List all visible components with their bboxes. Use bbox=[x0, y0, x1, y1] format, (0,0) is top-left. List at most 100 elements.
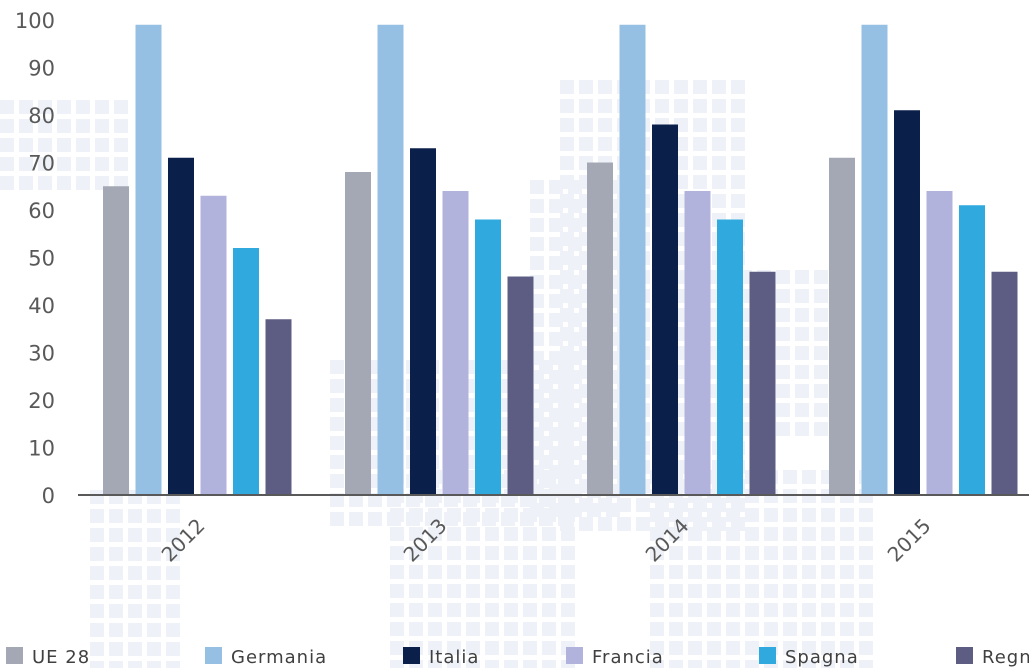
bg-square bbox=[840, 546, 854, 560]
bg-square bbox=[579, 517, 593, 531]
bg-square bbox=[428, 527, 442, 541]
bg-square bbox=[38, 100, 52, 114]
bg-square bbox=[530, 180, 544, 194]
bg-square bbox=[840, 622, 854, 636]
bg-square bbox=[726, 565, 740, 579]
bg-square bbox=[764, 603, 778, 617]
bg-square bbox=[712, 194, 726, 208]
bg-square bbox=[109, 604, 123, 618]
bar bbox=[749, 271, 776, 495]
bar bbox=[619, 24, 646, 495]
bg-square bbox=[166, 547, 180, 561]
bg-square bbox=[783, 546, 797, 560]
bg-square bbox=[90, 490, 104, 504]
bg-square bbox=[330, 455, 344, 469]
bg-square bbox=[636, 498, 650, 512]
bg-square bbox=[859, 584, 873, 598]
bg-square bbox=[76, 157, 90, 171]
bg-square bbox=[561, 584, 575, 598]
bg-square bbox=[669, 660, 683, 668]
bg-square bbox=[504, 508, 518, 522]
bg-square bbox=[776, 384, 790, 398]
bg-square bbox=[707, 565, 721, 579]
bg-square bbox=[712, 99, 726, 113]
bg-square bbox=[349, 493, 363, 507]
bg-square bbox=[745, 565, 759, 579]
bg-square bbox=[530, 237, 544, 251]
bg-square bbox=[579, 498, 593, 512]
bg-square bbox=[90, 528, 104, 542]
bg-square bbox=[707, 584, 721, 598]
bg-square bbox=[731, 80, 745, 94]
bg-square bbox=[814, 384, 828, 398]
bg-square bbox=[504, 546, 518, 560]
bg-square bbox=[764, 527, 778, 541]
bg-square bbox=[802, 660, 816, 668]
bg-square bbox=[726, 622, 740, 636]
bg-square bbox=[560, 460, 574, 474]
bg-square bbox=[57, 138, 71, 152]
bg-square bbox=[802, 470, 816, 484]
bg-square bbox=[542, 603, 556, 617]
bar bbox=[135, 24, 162, 495]
bg-square bbox=[859, 641, 873, 655]
bg-square bbox=[549, 408, 563, 422]
bg-square bbox=[795, 270, 809, 284]
bg-square bbox=[560, 308, 574, 322]
bg-square bbox=[38, 138, 52, 152]
bg-square bbox=[485, 565, 499, 579]
bg-square bbox=[859, 622, 873, 636]
bg-square bbox=[688, 603, 702, 617]
bg-square bbox=[504, 622, 518, 636]
bg-square bbox=[109, 547, 123, 561]
bg-square bbox=[57, 119, 71, 133]
bg-square bbox=[560, 327, 574, 341]
bg-square bbox=[776, 422, 790, 436]
bg-square bbox=[166, 623, 180, 637]
bg-square bbox=[859, 546, 873, 560]
bg-square bbox=[409, 508, 423, 522]
bg-square bbox=[330, 379, 344, 393]
y-tick-label: 60 bbox=[28, 199, 55, 223]
bg-square bbox=[707, 603, 721, 617]
bg-square bbox=[795, 327, 809, 341]
legend-swatch bbox=[205, 647, 222, 664]
bg-square bbox=[466, 546, 480, 560]
bg-square bbox=[669, 622, 683, 636]
bg-square bbox=[776, 346, 790, 360]
bar bbox=[684, 191, 711, 495]
bg-square bbox=[466, 527, 480, 541]
bar bbox=[959, 205, 985, 495]
bg-square bbox=[0, 119, 14, 133]
legend-label: Regno Unito bbox=[982, 647, 1029, 668]
bg-square bbox=[530, 199, 544, 213]
bg-square bbox=[90, 604, 104, 618]
bg-square bbox=[669, 641, 683, 655]
bg-square bbox=[731, 194, 745, 208]
legend-swatch bbox=[403, 647, 420, 664]
bg-square bbox=[549, 199, 563, 213]
bar bbox=[200, 195, 227, 495]
bg-square bbox=[330, 417, 344, 431]
bg-square bbox=[802, 603, 816, 617]
bg-square bbox=[764, 584, 778, 598]
bg-square bbox=[485, 546, 499, 560]
bg-square bbox=[128, 661, 142, 668]
bg-square bbox=[688, 622, 702, 636]
bg-square bbox=[560, 403, 574, 417]
bg-square bbox=[428, 641, 442, 655]
bg-square bbox=[166, 661, 180, 668]
bg-square bbox=[655, 99, 669, 113]
bg-square bbox=[447, 603, 461, 617]
bg-square bbox=[549, 351, 563, 365]
bg-square bbox=[598, 118, 612, 132]
bg-square bbox=[693, 137, 707, 151]
bg-square bbox=[561, 546, 575, 560]
bg-square bbox=[447, 622, 461, 636]
bg-square bbox=[147, 642, 161, 656]
bg-square bbox=[726, 603, 740, 617]
bg-square bbox=[560, 80, 574, 94]
bg-square bbox=[542, 660, 556, 668]
bg-square bbox=[38, 119, 52, 133]
